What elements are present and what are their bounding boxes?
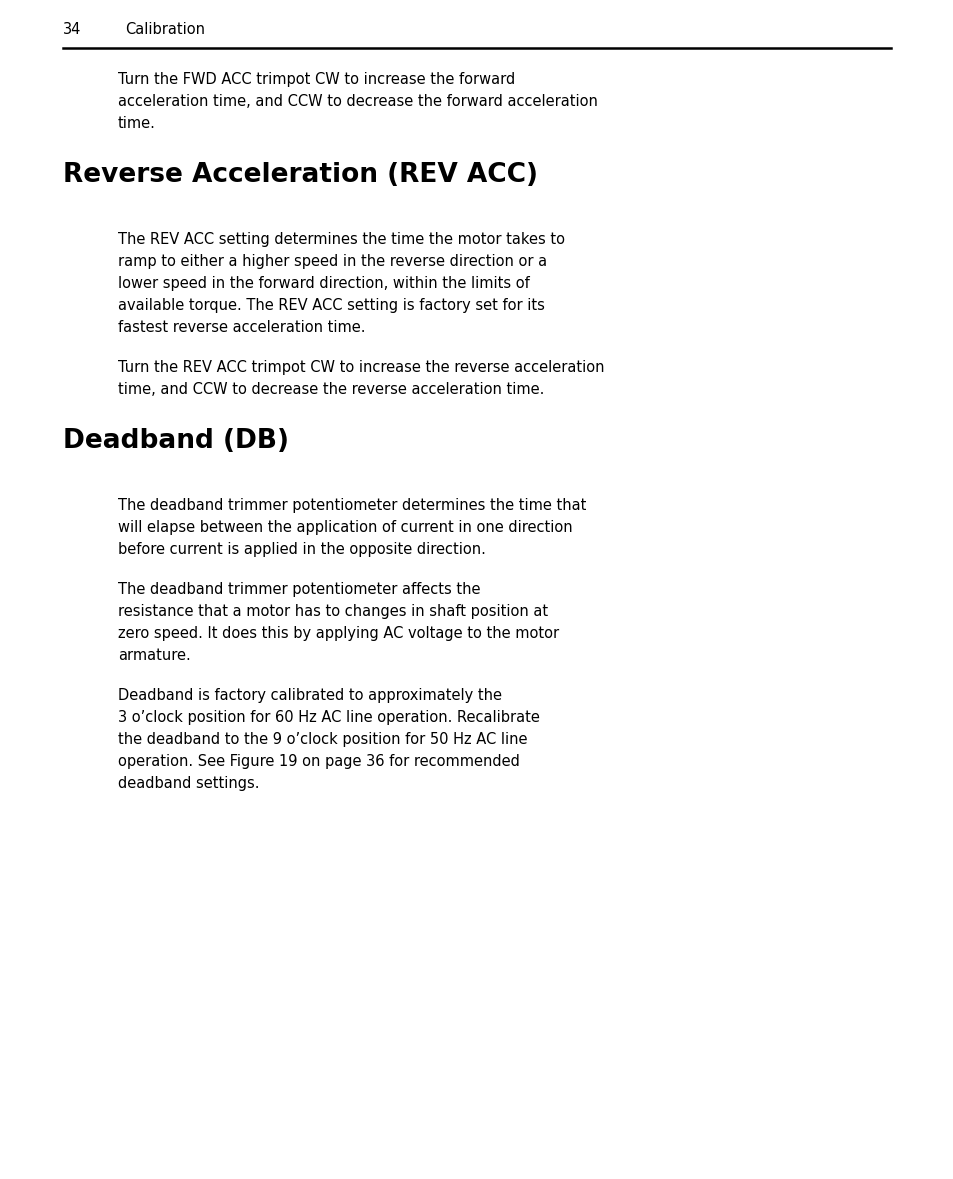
- Text: Turn the REV ACC trimpot CW to increase the reverse acceleration: Turn the REV ACC trimpot CW to increase …: [118, 360, 604, 375]
- Text: before current is applied in the opposite direction.: before current is applied in the opposit…: [118, 542, 485, 556]
- Text: available torque. The REV ACC setting is factory set for its: available torque. The REV ACC setting is…: [118, 298, 544, 312]
- Text: acceleration time, and CCW to decrease the forward acceleration: acceleration time, and CCW to decrease t…: [118, 94, 598, 108]
- Text: armature.: armature.: [118, 648, 191, 663]
- Text: the deadband to the 9 o’clock position for 50 Hz AC line: the deadband to the 9 o’clock position f…: [118, 732, 527, 747]
- Text: The deadband trimmer potentiometer affects the: The deadband trimmer potentiometer affec…: [118, 582, 480, 597]
- Text: lower speed in the forward direction, within the limits of: lower speed in the forward direction, wi…: [118, 276, 529, 291]
- Text: will elapse between the application of current in one direction: will elapse between the application of c…: [118, 520, 572, 535]
- Text: resistance that a motor has to changes in shaft position at: resistance that a motor has to changes i…: [118, 604, 548, 619]
- Text: time.: time.: [118, 116, 155, 131]
- Text: The deadband trimmer potentiometer determines the time that: The deadband trimmer potentiometer deter…: [118, 498, 586, 513]
- Text: ramp to either a higher speed in the reverse direction or a: ramp to either a higher speed in the rev…: [118, 253, 547, 269]
- Text: Calibration: Calibration: [125, 22, 205, 37]
- Text: Deadband (DB): Deadband (DB): [63, 428, 289, 454]
- Text: 34: 34: [63, 22, 81, 37]
- Text: operation. See Figure 19 on page 36 for recommended: operation. See Figure 19 on page 36 for …: [118, 755, 519, 769]
- Text: fastest reverse acceleration time.: fastest reverse acceleration time.: [118, 320, 365, 335]
- Text: The REV ACC setting determines the time the motor takes to: The REV ACC setting determines the time …: [118, 232, 564, 246]
- Text: Turn the FWD ACC trimpot CW to increase the forward: Turn the FWD ACC trimpot CW to increase …: [118, 72, 515, 87]
- Text: deadband settings.: deadband settings.: [118, 776, 259, 791]
- Text: Deadband is factory calibrated to approximately the: Deadband is factory calibrated to approx…: [118, 689, 501, 703]
- Text: 3 o’clock position for 60 Hz AC line operation. Recalibrate: 3 o’clock position for 60 Hz AC line ope…: [118, 710, 539, 725]
- Text: zero speed. It does this by applying AC voltage to the motor: zero speed. It does this by applying AC …: [118, 626, 558, 641]
- Text: time, and CCW to decrease the reverse acceleration time.: time, and CCW to decrease the reverse ac…: [118, 382, 544, 397]
- Text: Reverse Acceleration (REV ACC): Reverse Acceleration (REV ACC): [63, 162, 537, 187]
